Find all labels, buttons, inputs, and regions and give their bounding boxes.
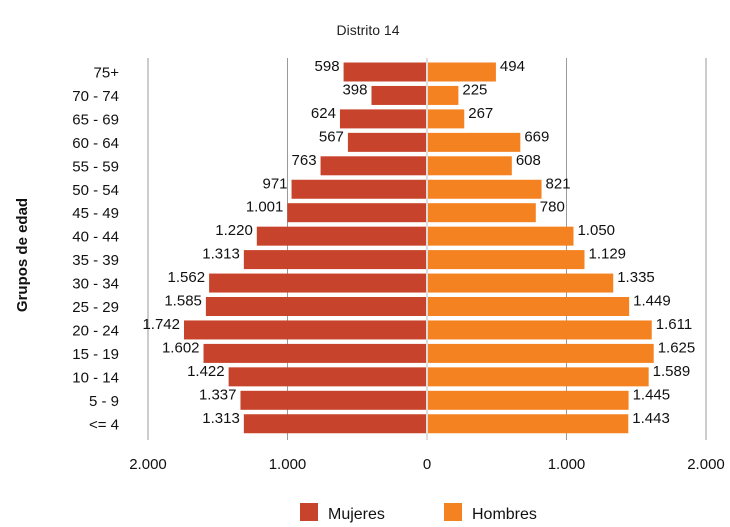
bar-hombres <box>428 132 521 152</box>
bar-hombres <box>428 156 512 176</box>
bar-mujeres <box>243 250 426 270</box>
x-tick-label: 1.000 <box>548 456 586 473</box>
category-label: 70 - 74 <box>72 88 119 105</box>
bar-hombres <box>428 367 649 387</box>
category-label: 10 - 14 <box>72 369 119 386</box>
legend-label-mujeres: Mujeres <box>328 506 385 523</box>
value-label-mujeres: 1.585 <box>164 293 202 310</box>
value-label-hombres: 1.335 <box>617 269 655 286</box>
category-label: 15 - 19 <box>72 346 119 363</box>
bar-hombres <box>428 203 536 223</box>
value-labels: 598 494 398 225 624 267 567 669 763 608 971 821 1.00… <box>142 58 695 427</box>
bar-hombres <box>428 297 630 316</box>
bar-mujeres <box>339 109 426 129</box>
x-tick-label: 2.000 <box>687 456 725 473</box>
value-label-hombres: 1.625 <box>658 339 696 356</box>
category-label: 30 - 34 <box>72 276 119 293</box>
x-tick-label: 0 <box>423 456 431 473</box>
bar-hombres <box>428 226 574 246</box>
bar-mujeres <box>347 132 426 152</box>
bar-hombres <box>428 320 652 340</box>
bar-mujeres <box>287 203 426 223</box>
category-label: 65 - 69 <box>72 111 119 128</box>
bar-mujeres <box>343 62 426 82</box>
category-label: <= 4 <box>89 416 119 433</box>
value-label-mujeres: 1.422 <box>187 363 225 380</box>
category-label: 50 - 54 <box>72 182 119 199</box>
bar-mujeres <box>291 179 426 199</box>
category-labels: 75+ 70 - 74 65 - 69 60 - 64 55 - 59 50 - 54 45… <box>72 65 119 434</box>
value-label-hombres: 1.050 <box>577 222 615 239</box>
legend: Mujeres Hombres <box>300 503 537 523</box>
value-label-mujeres: 624 <box>311 105 336 122</box>
value-label-hombres: 780 <box>540 199 565 216</box>
bar-hombres <box>428 179 542 199</box>
bar-mujeres <box>203 343 426 363</box>
category-label: 75+ <box>94 65 120 82</box>
value-label-mujeres: 971 <box>263 175 288 192</box>
value-label-hombres: 1.443 <box>632 410 670 427</box>
bar-hombres <box>428 109 465 129</box>
bar-mujeres <box>209 273 426 293</box>
bar-mujeres <box>371 85 426 105</box>
value-label-mujeres: 1.337 <box>199 386 237 403</box>
value-label-hombres: 494 <box>500 58 525 75</box>
category-label: 5 - 9 <box>89 393 119 410</box>
value-label-hombres: 1.445 <box>633 386 671 403</box>
bars <box>183 62 654 434</box>
x-axis-ticks: 2.000 1.000 0 1.000 2.000 <box>129 456 725 473</box>
bar-hombres <box>428 85 459 105</box>
category-label: 60 - 64 <box>72 135 119 152</box>
chart-title: Distrito 14 <box>336 22 399 38</box>
y-axis-label: Grupos de edad <box>14 198 31 312</box>
x-tick-label: 1.000 <box>269 456 307 473</box>
category-label: 25 - 29 <box>72 299 119 316</box>
category-label: 45 - 49 <box>72 205 119 222</box>
value-label-mujeres: 763 <box>292 152 317 169</box>
legend-label-hombres: Hombres <box>472 506 537 523</box>
value-label-mujeres: 398 <box>342 81 367 98</box>
value-label-hombres: 1.589 <box>653 363 691 380</box>
bar-mujeres <box>320 156 426 176</box>
value-label-hombres: 608 <box>516 152 541 169</box>
bar-hombres <box>428 343 654 363</box>
category-label: 40 - 44 <box>72 229 119 246</box>
value-label-mujeres: 567 <box>319 128 344 145</box>
value-label-mujeres: 1.220 <box>215 222 253 239</box>
value-label-mujeres: 1.602 <box>162 339 200 356</box>
legend-swatch-mujeres <box>300 503 318 521</box>
category-label: 20 - 24 <box>72 322 119 339</box>
value-label-mujeres: 1.001 <box>246 199 284 216</box>
category-label: 55 - 59 <box>72 158 119 175</box>
bar-hombres <box>428 62 496 82</box>
legend-swatch-hombres <box>444 503 462 521</box>
value-label-mujeres: 1.313 <box>202 246 240 263</box>
bar-mujeres <box>205 297 426 316</box>
value-label-hombres: 1.129 <box>588 246 626 263</box>
bar-mujeres <box>183 320 426 340</box>
bar-mujeres <box>240 390 426 410</box>
category-label: 35 - 39 <box>72 252 119 269</box>
value-label-mujeres: 1.742 <box>142 316 180 333</box>
value-label-hombres: 1.611 <box>656 316 692 333</box>
bar-hombres <box>428 390 629 410</box>
bar-hombres <box>428 414 629 434</box>
bar-mujeres <box>256 226 426 246</box>
bar-hombres <box>428 273 614 293</box>
value-label-mujeres: 598 <box>315 58 340 75</box>
value-label-hombres: 821 <box>546 175 571 192</box>
value-label-hombres: 267 <box>468 105 493 122</box>
x-tick-label: 2.000 <box>129 456 167 473</box>
value-label-hombres: 1.449 <box>633 293 671 310</box>
value-label-hombres: 225 <box>462 81 487 98</box>
value-label-hombres: 669 <box>524 128 549 145</box>
bar-hombres <box>428 250 585 270</box>
bar-mujeres <box>243 414 426 434</box>
value-label-mujeres: 1.313 <box>202 410 240 427</box>
value-label-mujeres: 1.562 <box>168 269 206 286</box>
bar-mujeres <box>228 367 426 387</box>
